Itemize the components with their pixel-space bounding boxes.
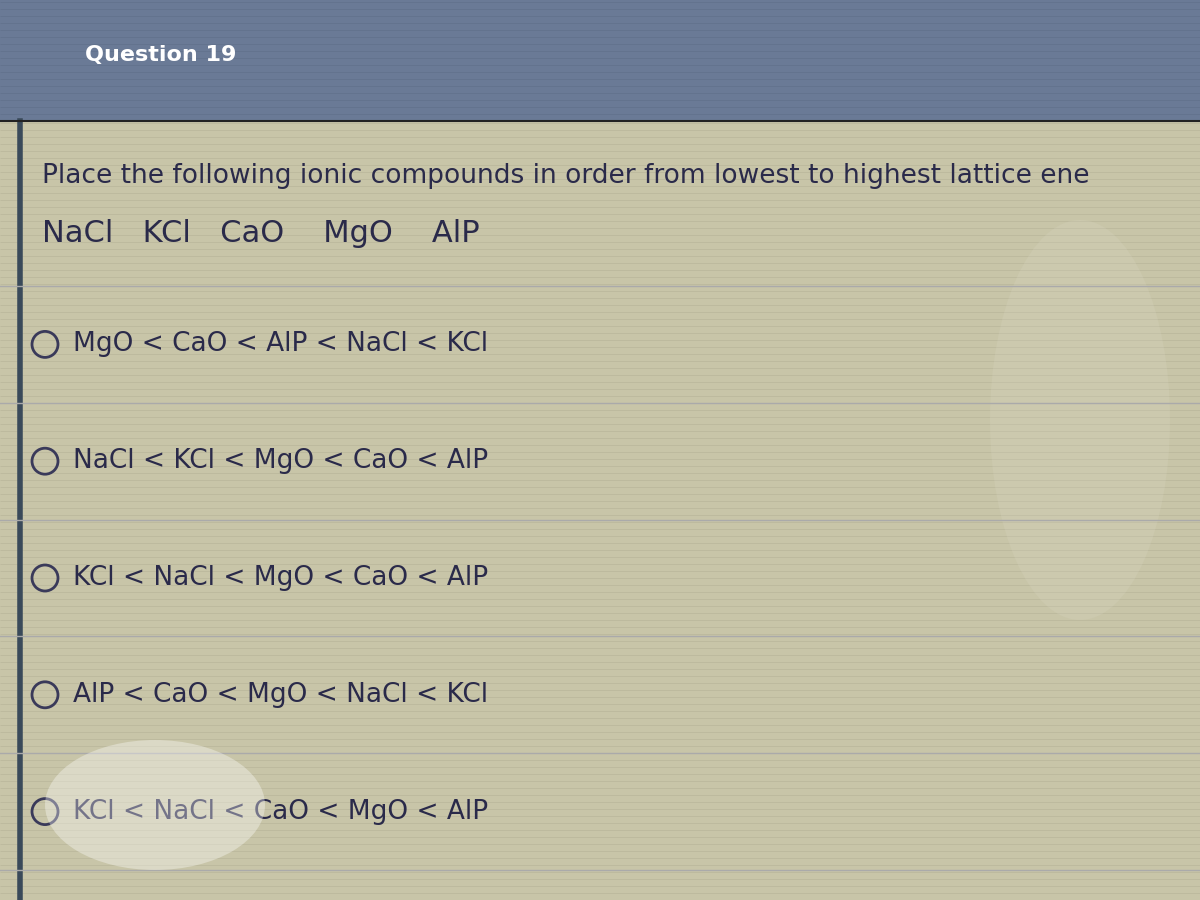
Ellipse shape	[46, 740, 265, 870]
Text: Question 19: Question 19	[85, 45, 236, 65]
Text: KCl < NaCl < MgO < CaO < AlP: KCl < NaCl < MgO < CaO < AlP	[73, 565, 488, 591]
Text: MgO < CaO < AlP < NaCl < KCl: MgO < CaO < AlP < NaCl < KCl	[73, 331, 488, 357]
Text: NaCl < KCl < MgO < CaO < AlP: NaCl < KCl < MgO < CaO < AlP	[73, 448, 488, 474]
Ellipse shape	[990, 220, 1170, 620]
Bar	[0, 0, 1200, 121]
Text: NaCl   KCl   CaO    MgO    AlP: NaCl KCl CaO MgO AlP	[42, 220, 480, 248]
Text: AlP < CaO < MgO < NaCl < KCl: AlP < CaO < MgO < NaCl < KCl	[73, 682, 488, 707]
Text: KCl < NaCl < CaO < MgO < AlP: KCl < NaCl < CaO < MgO < AlP	[73, 798, 488, 824]
Text: Place the following ionic compounds in order from lowest to highest lattice ene: Place the following ionic compounds in o…	[42, 163, 1090, 189]
